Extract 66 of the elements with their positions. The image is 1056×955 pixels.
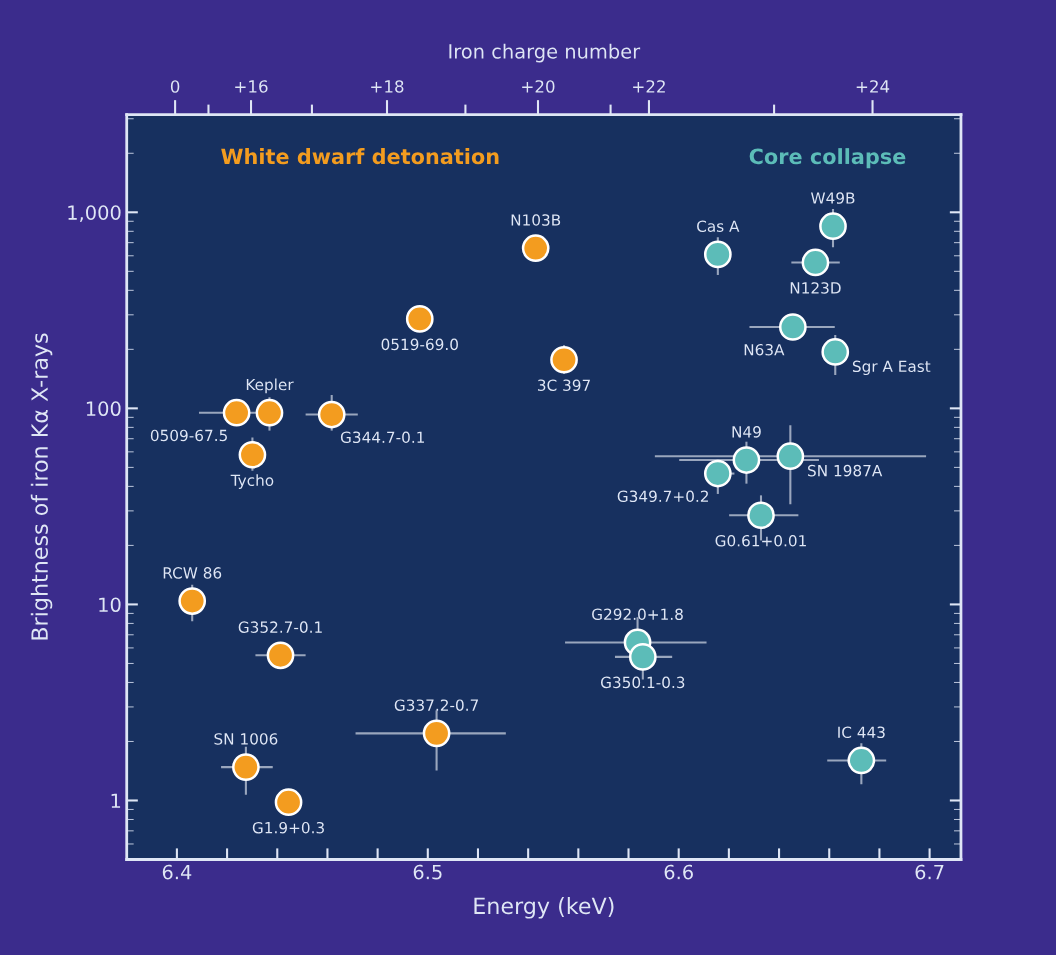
x-axis-title: Energy (keV) [474, 897, 614, 919]
text: +18 [371, 80, 404, 93]
point [778, 313, 807, 341]
annotation: SN 1006 [214, 733, 278, 745]
annotation: G0.61+0.01 [715, 534, 806, 547]
point [266, 641, 295, 670]
text: 0 [170, 80, 180, 93]
x2-axis-title: Iron charge number [449, 43, 641, 63]
point [422, 719, 451, 748]
annotation: 0519-69.0 [381, 338, 458, 351]
text: +16 [235, 80, 268, 93]
annotation: Kepler [246, 378, 294, 394]
annotation: G352.7-0.1 [238, 621, 322, 633]
annotation: Sgr A East [852, 360, 931, 376]
point [178, 587, 207, 615]
point [821, 338, 850, 366]
point [232, 753, 260, 781]
point [703, 459, 732, 488]
point [521, 234, 550, 263]
point [776, 442, 805, 471]
annotation: Cas A [697, 220, 740, 232]
x-tick-label: 6.4 [162, 864, 192, 880]
text: +22 [633, 80, 665, 93]
x-tick-label: 6.5 [413, 864, 442, 880]
annotation: N63A [744, 343, 785, 356]
x-tick-label: 6.6 [664, 864, 693, 880]
point [317, 400, 346, 429]
y-tick-label: 1 [111, 793, 121, 808]
annotation: IC 443 [838, 726, 885, 739]
annotation: G337.2-0.7 [394, 699, 478, 711]
annotation: N49 [732, 426, 761, 438]
annotation: G1.9+0.3 [252, 821, 324, 834]
y-axis-title: Brightness of iron Kα X-rays [30, 333, 53, 640]
annotation: SN 1987A [808, 464, 883, 477]
y-tick-label: 10 [99, 597, 121, 613]
annotation: RCW 86 [163, 567, 222, 579]
point [238, 440, 267, 469]
annotation: N123D [790, 282, 841, 294]
point [405, 305, 434, 333]
annotation: G349.7+0.2 [617, 490, 708, 503]
annotation: W49B [811, 192, 855, 204]
annotation: G350.1-0.3 [600, 676, 685, 689]
text: Core collapse [749, 148, 906, 169]
point [255, 398, 284, 427]
annotation: G344.7-0.1 [340, 431, 425, 444]
point [550, 345, 578, 374]
point [222, 398, 251, 427]
point [628, 643, 657, 671]
text: +20 [522, 80, 555, 93]
y-tick-label: 1,000 [68, 205, 121, 222]
annotation: G292.0+1.8 [592, 608, 683, 621]
point [847, 746, 876, 775]
point [274, 788, 303, 817]
point [732, 446, 761, 474]
x-tick-label: 6.7 [915, 864, 944, 880]
annotation: 3C 397 [538, 379, 590, 392]
annotation: N103B [511, 214, 561, 226]
point [703, 240, 732, 269]
text: White dwarf detonation [221, 148, 499, 165]
annotation: Tycho [230, 474, 274, 489]
point [747, 501, 775, 530]
text: +24 [856, 80, 890, 93]
point [801, 248, 830, 277]
y-tick-label: 100 [86, 401, 121, 417]
annotation: 0509-67.5 [150, 429, 227, 442]
point [819, 212, 847, 241]
